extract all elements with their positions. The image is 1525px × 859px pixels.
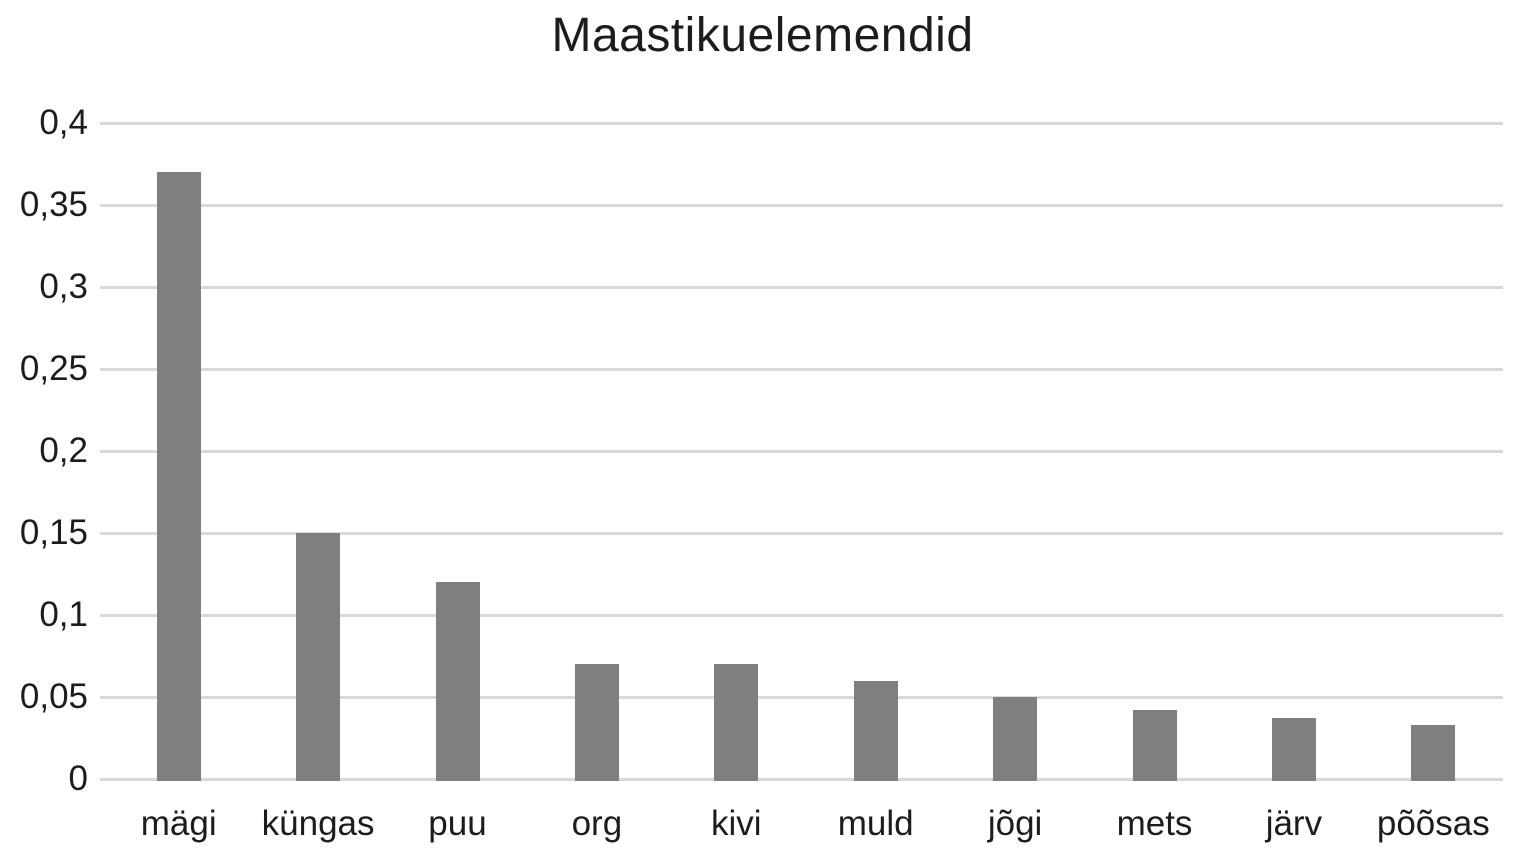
- y-axis-tick-label: 0,2: [39, 431, 88, 470]
- y-axis-tick-label: 0,05: [19, 677, 88, 716]
- bar: [714, 664, 759, 781]
- x-axis-category-label: põõsas: [1376, 804, 1490, 843]
- gridline: [100, 531, 1503, 535]
- bar: [853, 680, 898, 781]
- x-axis-category-label: org: [571, 804, 623, 843]
- y-axis-tick-label: 0,15: [19, 513, 88, 552]
- gridline: [100, 121, 1503, 125]
- bar: [1411, 724, 1456, 781]
- x-axis-category-label: kivi: [711, 804, 762, 843]
- x-axis-category-label: mets: [1116, 804, 1193, 843]
- y-axis-tick-label: 0,35: [19, 185, 88, 224]
- bar: [993, 697, 1038, 781]
- bar: [1271, 718, 1316, 781]
- bar: [1132, 710, 1177, 781]
- y-axis-tick-label: 0,4: [39, 103, 88, 142]
- x-axis-category-label: järv: [1265, 804, 1323, 843]
- x-axis-category-label: jõgi: [987, 804, 1043, 843]
- gridline: [100, 285, 1503, 289]
- gridline: [100, 777, 1503, 781]
- gridline: [100, 203, 1503, 207]
- bar: [574, 664, 619, 781]
- y-axis-tick-label: 0: [68, 759, 88, 798]
- y-axis-tick-label: 0,1: [39, 595, 88, 634]
- x-axis-category-label: küngas: [261, 804, 375, 843]
- x-axis-category-label: puu: [428, 804, 487, 843]
- bar: [296, 533, 341, 781]
- gridline: [100, 695, 1503, 699]
- x-axis-category-label: muld: [837, 804, 914, 843]
- x-axis-category-label: mägi: [140, 804, 217, 843]
- y-axis-tick-label: 0,3: [39, 267, 88, 306]
- chart-title: Maastikuelemendid: [551, 9, 974, 62]
- gridline: [100, 613, 1503, 617]
- y-axis-tick-label: 0,25: [19, 349, 88, 388]
- gridline: [100, 367, 1503, 371]
- gridline: [100, 449, 1503, 453]
- bar: [156, 172, 201, 781]
- bar: [435, 582, 480, 781]
